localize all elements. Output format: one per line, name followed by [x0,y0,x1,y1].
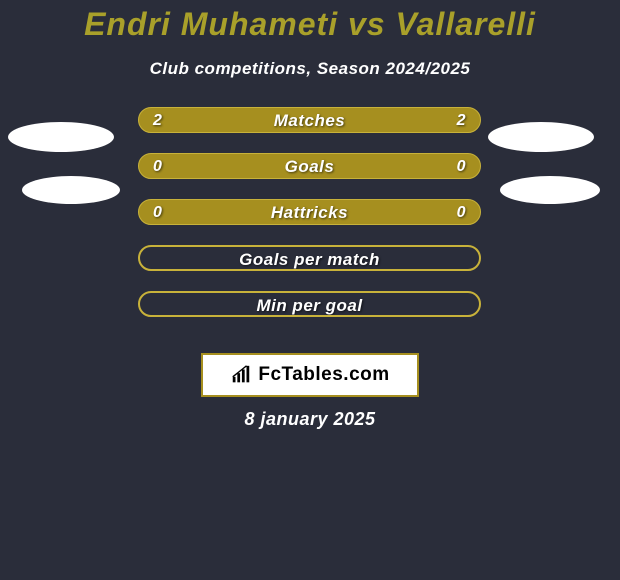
stat-label: Hattricks [139,200,480,225]
chart-icon [230,364,252,386]
stat-value-left: 0 [153,200,162,225]
stat-bar: Goals per match [138,245,481,271]
decorative-ellipse [488,122,594,152]
subtitle: Club competitions, Season 2024/2025 [0,59,620,79]
stat-bar: Goals0 0 [138,153,481,179]
stat-value-left: 0 [153,154,162,179]
brand-box: FcTables.com [201,353,419,397]
stat-row: Hattricks0 0 [0,199,620,245]
stat-row: Goals per match [0,245,620,291]
stat-label: Goals [139,154,480,179]
decorative-ellipse [8,122,114,152]
brand-text: FcTables.com [258,364,389,386]
stat-label: Min per goal [140,293,479,317]
stat-label: Goals per match [140,247,479,271]
stat-value-right: 0 [457,200,466,225]
date-text: 8 january 2025 [0,409,620,430]
stat-bar: Matches2 2 [138,107,481,133]
stat-value-left: 2 [153,108,162,133]
stat-label: Matches [139,108,480,133]
decorative-ellipse [22,176,120,204]
stat-bar: Hattricks0 0 [138,199,481,225]
stat-row: Min per goal [0,291,620,337]
page-title: Endri Muhameti vs Vallarelli [0,0,620,43]
stat-value-right: 0 [457,154,466,179]
stat-value-right: 2 [457,108,466,133]
stat-bar: Min per goal [138,291,481,317]
decorative-ellipse [500,176,600,204]
